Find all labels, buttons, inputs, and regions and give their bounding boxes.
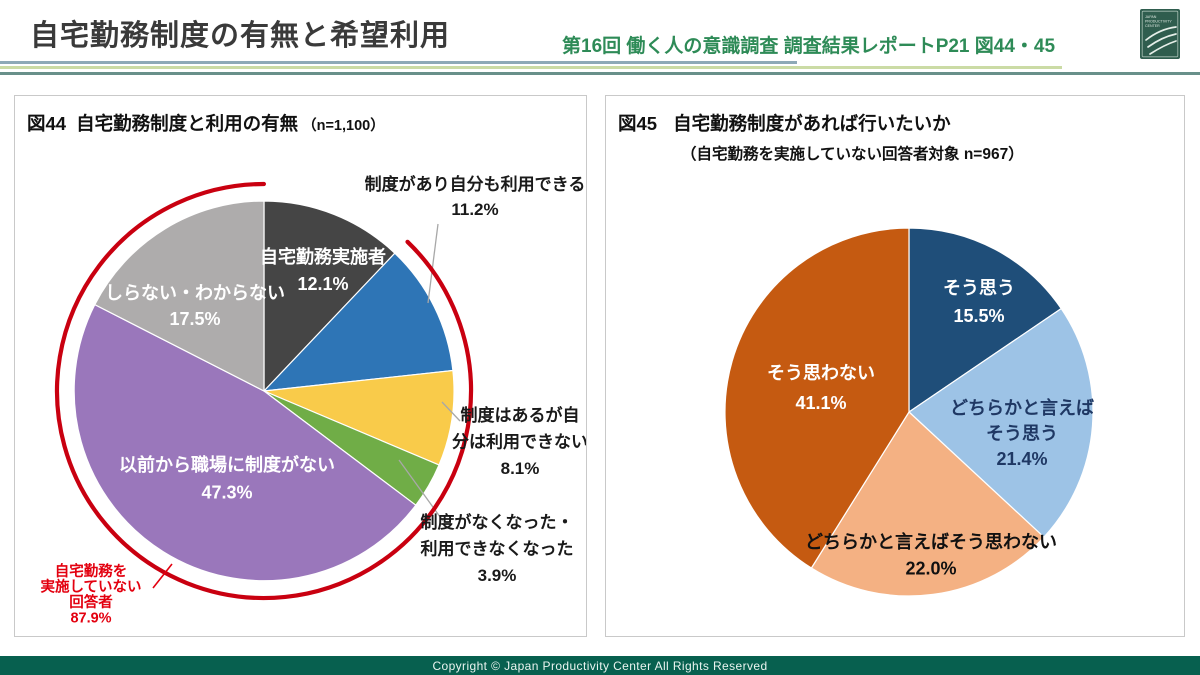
logo-swoosh-icon	[1149, 40, 1177, 55]
slice-label: 制度はあるが自	[461, 405, 580, 425]
header-subtitle: 第16回 働く人の意識調査 調査結果レポートP21 図44・45	[562, 36, 1056, 57]
slice-label: 47.3%	[201, 483, 252, 503]
slice-label: 15.5%	[953, 306, 1004, 326]
footer-bar: Copyright © Japan Productivity Center Al…	[0, 656, 1200, 675]
leader-line	[427, 223, 439, 304]
pie-slice-0	[908, 227, 1063, 414]
pie-slice-2	[261, 369, 455, 466]
copyright-text: Copyright © Japan Productivity Center Al…	[432, 658, 768, 673]
logo-border	[1141, 10, 1179, 58]
fig44-pie-chart: 自宅勤務実施者 12.1% 制度があり自分も利用できる 11.2% 制度はあるが自分は利…	[40, 174, 586, 627]
pie-slice-3	[724, 227, 910, 569]
slice-label: そう思う	[986, 424, 1058, 444]
fig44-n-note: （n=1,100）	[302, 118, 385, 134]
pie-slice-5	[93, 200, 265, 392]
slice-label: しらない・わからない	[105, 283, 285, 303]
slice-label: 17.5%	[169, 309, 220, 329]
pie-slice-2	[810, 411, 1045, 597]
slice-label: 分は利用できない	[452, 432, 586, 452]
jpc-logo: JAPAN PRODUCTIVITY CENTER	[1140, 9, 1180, 59]
slice-label: どちらかと言えばそう思わない	[805, 531, 1057, 552]
slice-label: 8.1%	[501, 459, 540, 478]
pie-slice-4	[73, 303, 417, 582]
slice-label: どちらかと言えば	[950, 397, 1094, 418]
page-title: 自宅勤務制度の有無と希望利用	[30, 20, 451, 52]
fig45-title: 図45 自宅勤務制度があれば行いたいか （自宅勤務を実施していない回答者対象 n=9…	[618, 110, 1024, 164]
slice-label: 自宅勤務実施者	[260, 246, 386, 267]
fig44-title: 図44 自宅勤務制度と利用の有無 （n=1,100）	[27, 110, 385, 136]
logo-swoosh-icon	[1145, 26, 1177, 41]
slice-label: 11.2%	[451, 200, 498, 219]
slice-label: 12.1%	[297, 274, 348, 294]
fig45-title-text: 自宅勤務制度があれば行いたいか	[673, 113, 951, 134]
pie-slice-1	[262, 252, 454, 392]
slice-label: 41.1%	[795, 393, 846, 413]
slice-label: 利用できなくなった	[421, 539, 574, 559]
slice-label: 以前から職場に制度がない	[119, 454, 335, 475]
fig44-panel: 図44 自宅勤務制度と利用の有無 （n=1,100） 自宅勤務実施者 12.1% 制度が…	[14, 95, 587, 637]
header-rule-green	[0, 66, 1062, 69]
annotation-leader-line	[152, 563, 173, 589]
non-implementer-arc	[54, 181, 474, 601]
pie-slice-0	[263, 200, 396, 393]
header-rule-teal	[0, 72, 1200, 75]
slice-label: 3.9%	[478, 566, 517, 585]
logo-text: PRODUCTIVITY	[1145, 20, 1172, 24]
fig45-pie-chart: そう思う15.5%どちらかと言えばそう思う21.4%どちらかと言えばそう思わない…	[724, 227, 1094, 597]
annotation-label: 実施していない	[40, 578, 141, 596]
fig45-number: 図45	[618, 113, 658, 134]
logo-text: CENTER	[1145, 24, 1160, 28]
header-rule-blue	[0, 61, 797, 64]
annotation-label: 87.9%	[70, 611, 111, 627]
fig44-title-text: 自宅勤務制度と利用の有無	[76, 113, 299, 134]
slice-label: そう思わない	[767, 363, 875, 383]
logo-text: JAPAN	[1145, 15, 1157, 19]
fig45-panel: 図45 自宅勤務制度があれば行いたいか （自宅勤務を実施していない回答者対象 n=9…	[605, 95, 1185, 637]
slice-label: 制度がなくなった・	[421, 512, 574, 532]
fig44-number: 図44	[27, 113, 67, 134]
leader-line	[441, 401, 461, 422]
pie-slice-1	[908, 307, 1094, 538]
slice-label: 21.4%	[996, 449, 1047, 469]
annotation-label: 自宅勤務を	[55, 562, 128, 580]
annotation-label: 回答者	[69, 593, 113, 611]
slice-label: 22.0%	[905, 559, 956, 579]
fig45-n-note: （自宅勤務を実施していない回答者対象 n=967）	[681, 146, 1024, 163]
leader-line	[398, 459, 444, 522]
slice-label: そう思う	[943, 278, 1015, 298]
slice-label: 制度があり自分も利用できる	[365, 174, 586, 194]
logo-swoosh-icon	[1147, 33, 1177, 48]
